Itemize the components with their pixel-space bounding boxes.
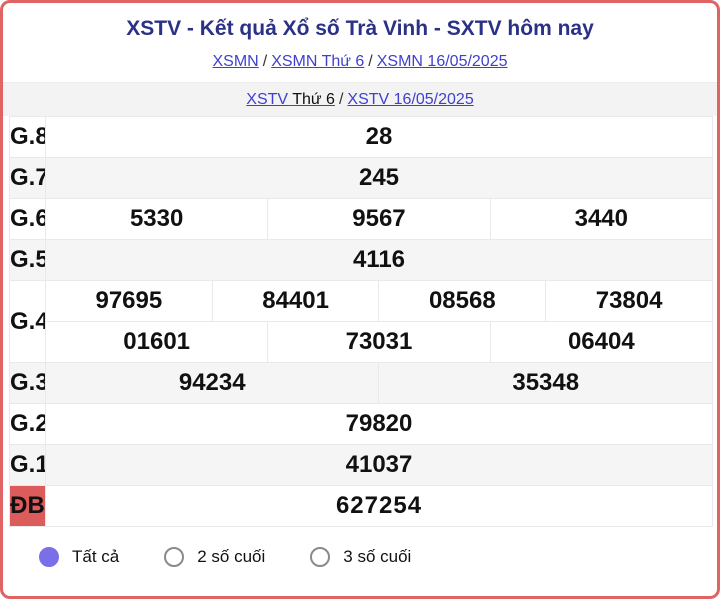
prize-g4-value-7: 06404 xyxy=(489,321,714,363)
prize-g7-value: 245 xyxy=(45,157,713,199)
filter-option-all[interactable]: Tất cả xyxy=(39,547,119,567)
breadcrumb-xstv: XSTV Thứ 6/XSTV 16/05/2025 xyxy=(246,89,473,111)
breadcrumb-separator: / xyxy=(368,53,373,70)
prize-g4-label: G.4 xyxy=(9,280,46,363)
filter-option-last3[interactable]: 3 số cuối xyxy=(310,547,411,567)
prize-g6-value-1: 5330 xyxy=(44,198,269,240)
prize-g4-value-6: 73031 xyxy=(267,321,491,363)
prize-g2-value: 79820 xyxy=(45,403,713,445)
prize-g4-value-1: 97695 xyxy=(45,280,213,322)
prize-g1-label: G.1 xyxy=(9,444,46,486)
prize-g4-value-5: 01601 xyxy=(44,321,269,363)
prize-g6-value-2: 9567 xyxy=(267,198,491,240)
prize-g7-label: G.7 xyxy=(9,157,46,199)
prize-g8-label: G.8 xyxy=(9,116,46,158)
breadcrumb-separator: / xyxy=(262,53,268,70)
prize-row-g3: G.3 94234 35348 xyxy=(9,362,713,404)
breadcrumb-separator: / xyxy=(338,90,344,108)
breadcrumb-link-xstv-thu6[interactable]: XSTV Thứ 6 xyxy=(246,90,335,108)
prize-row-g8: G.8 28 xyxy=(9,116,713,158)
breadcrumb-link-xsmn[interactable]: XSMN xyxy=(212,53,259,70)
prize-row-g4-line1: G.4 97695 84401 08568 73804 xyxy=(9,280,713,363)
breadcrumb-link-xstv-date[interactable]: XSTV 16/05/2025 xyxy=(347,90,474,108)
prize-g3-value-1: 94234 xyxy=(44,362,380,404)
subheader: XSTV Thứ 6/XSTV 16/05/2025 xyxy=(3,82,717,116)
filter-options: Tất cả 2 số cuối 3 số cuối xyxy=(3,527,717,567)
prize-row-g2: G.2 79820 xyxy=(9,403,713,445)
filter-option-all-label: Tất cả xyxy=(72,547,120,566)
radio-all-icon[interactable] xyxy=(39,547,59,567)
prize-g3-label: G.3 xyxy=(9,362,46,404)
prize-row-db: ĐB 627254 xyxy=(9,485,713,527)
prize-db-value: 627254 xyxy=(45,485,713,527)
header: XSTV - Kết quả Xổ số Trà Vinh - SXTV hôm… xyxy=(3,3,717,73)
breadcrumb-link-xsmn-thu6[interactable]: XSMN Thứ 6 xyxy=(271,53,365,70)
prize-g8-value: 28 xyxy=(45,116,713,158)
breadcrumb-thu6-text: Thứ 6 xyxy=(292,90,335,108)
prize-g5-value: 4116 xyxy=(45,239,713,281)
prize-g4-value-4: 73804 xyxy=(545,280,713,322)
prize-db-label: ĐB xyxy=(9,485,46,527)
prize-g6-value-3: 3440 xyxy=(489,198,714,240)
prize-row-g5: G.5 4116 xyxy=(9,239,713,281)
filter-option-last2[interactable]: 2 số cuối xyxy=(164,547,265,567)
page-title: XSTV - Kết quả Xổ số Trà Vinh - SXTV hôm… xyxy=(126,17,594,40)
prize-g1-value: 41037 xyxy=(45,444,713,486)
prize-g6-label: G.6 xyxy=(9,198,46,240)
prize-g3-value-2: 35348 xyxy=(378,362,713,404)
prize-g2-label: G.2 xyxy=(9,403,46,445)
prize-row-g7: G.7 245 xyxy=(9,157,713,199)
prize-row-g1: G.1 41037 xyxy=(9,444,713,486)
prize-row-g6: G.6 5330 9567 3440 xyxy=(9,198,714,240)
results-table: G.8 28 G.7 245 G.6 5330 9567 3440 G.5 41… xyxy=(9,116,714,527)
filter-option-last2-label: 2 số cuối xyxy=(197,547,266,566)
prize-g4-value-3: 08568 xyxy=(378,280,547,322)
prize-g4-value-2: 84401 xyxy=(211,280,380,322)
radio-last2-icon[interactable] xyxy=(164,547,185,567)
prize-row-g4-line2: 01601 73031 06404 xyxy=(10,321,714,363)
radio-last3-icon[interactable] xyxy=(310,547,331,567)
breadcrumb-link-xsmn-date[interactable]: XSMN 16/05/2025 xyxy=(376,53,508,70)
prize-g5-label: G.5 xyxy=(9,239,46,281)
filter-option-last3-label: 3 số cuối xyxy=(343,547,412,566)
breadcrumb-xsmn: XSMN / XSMN Thứ 6/XSMN 16/05/2025 xyxy=(3,51,717,73)
